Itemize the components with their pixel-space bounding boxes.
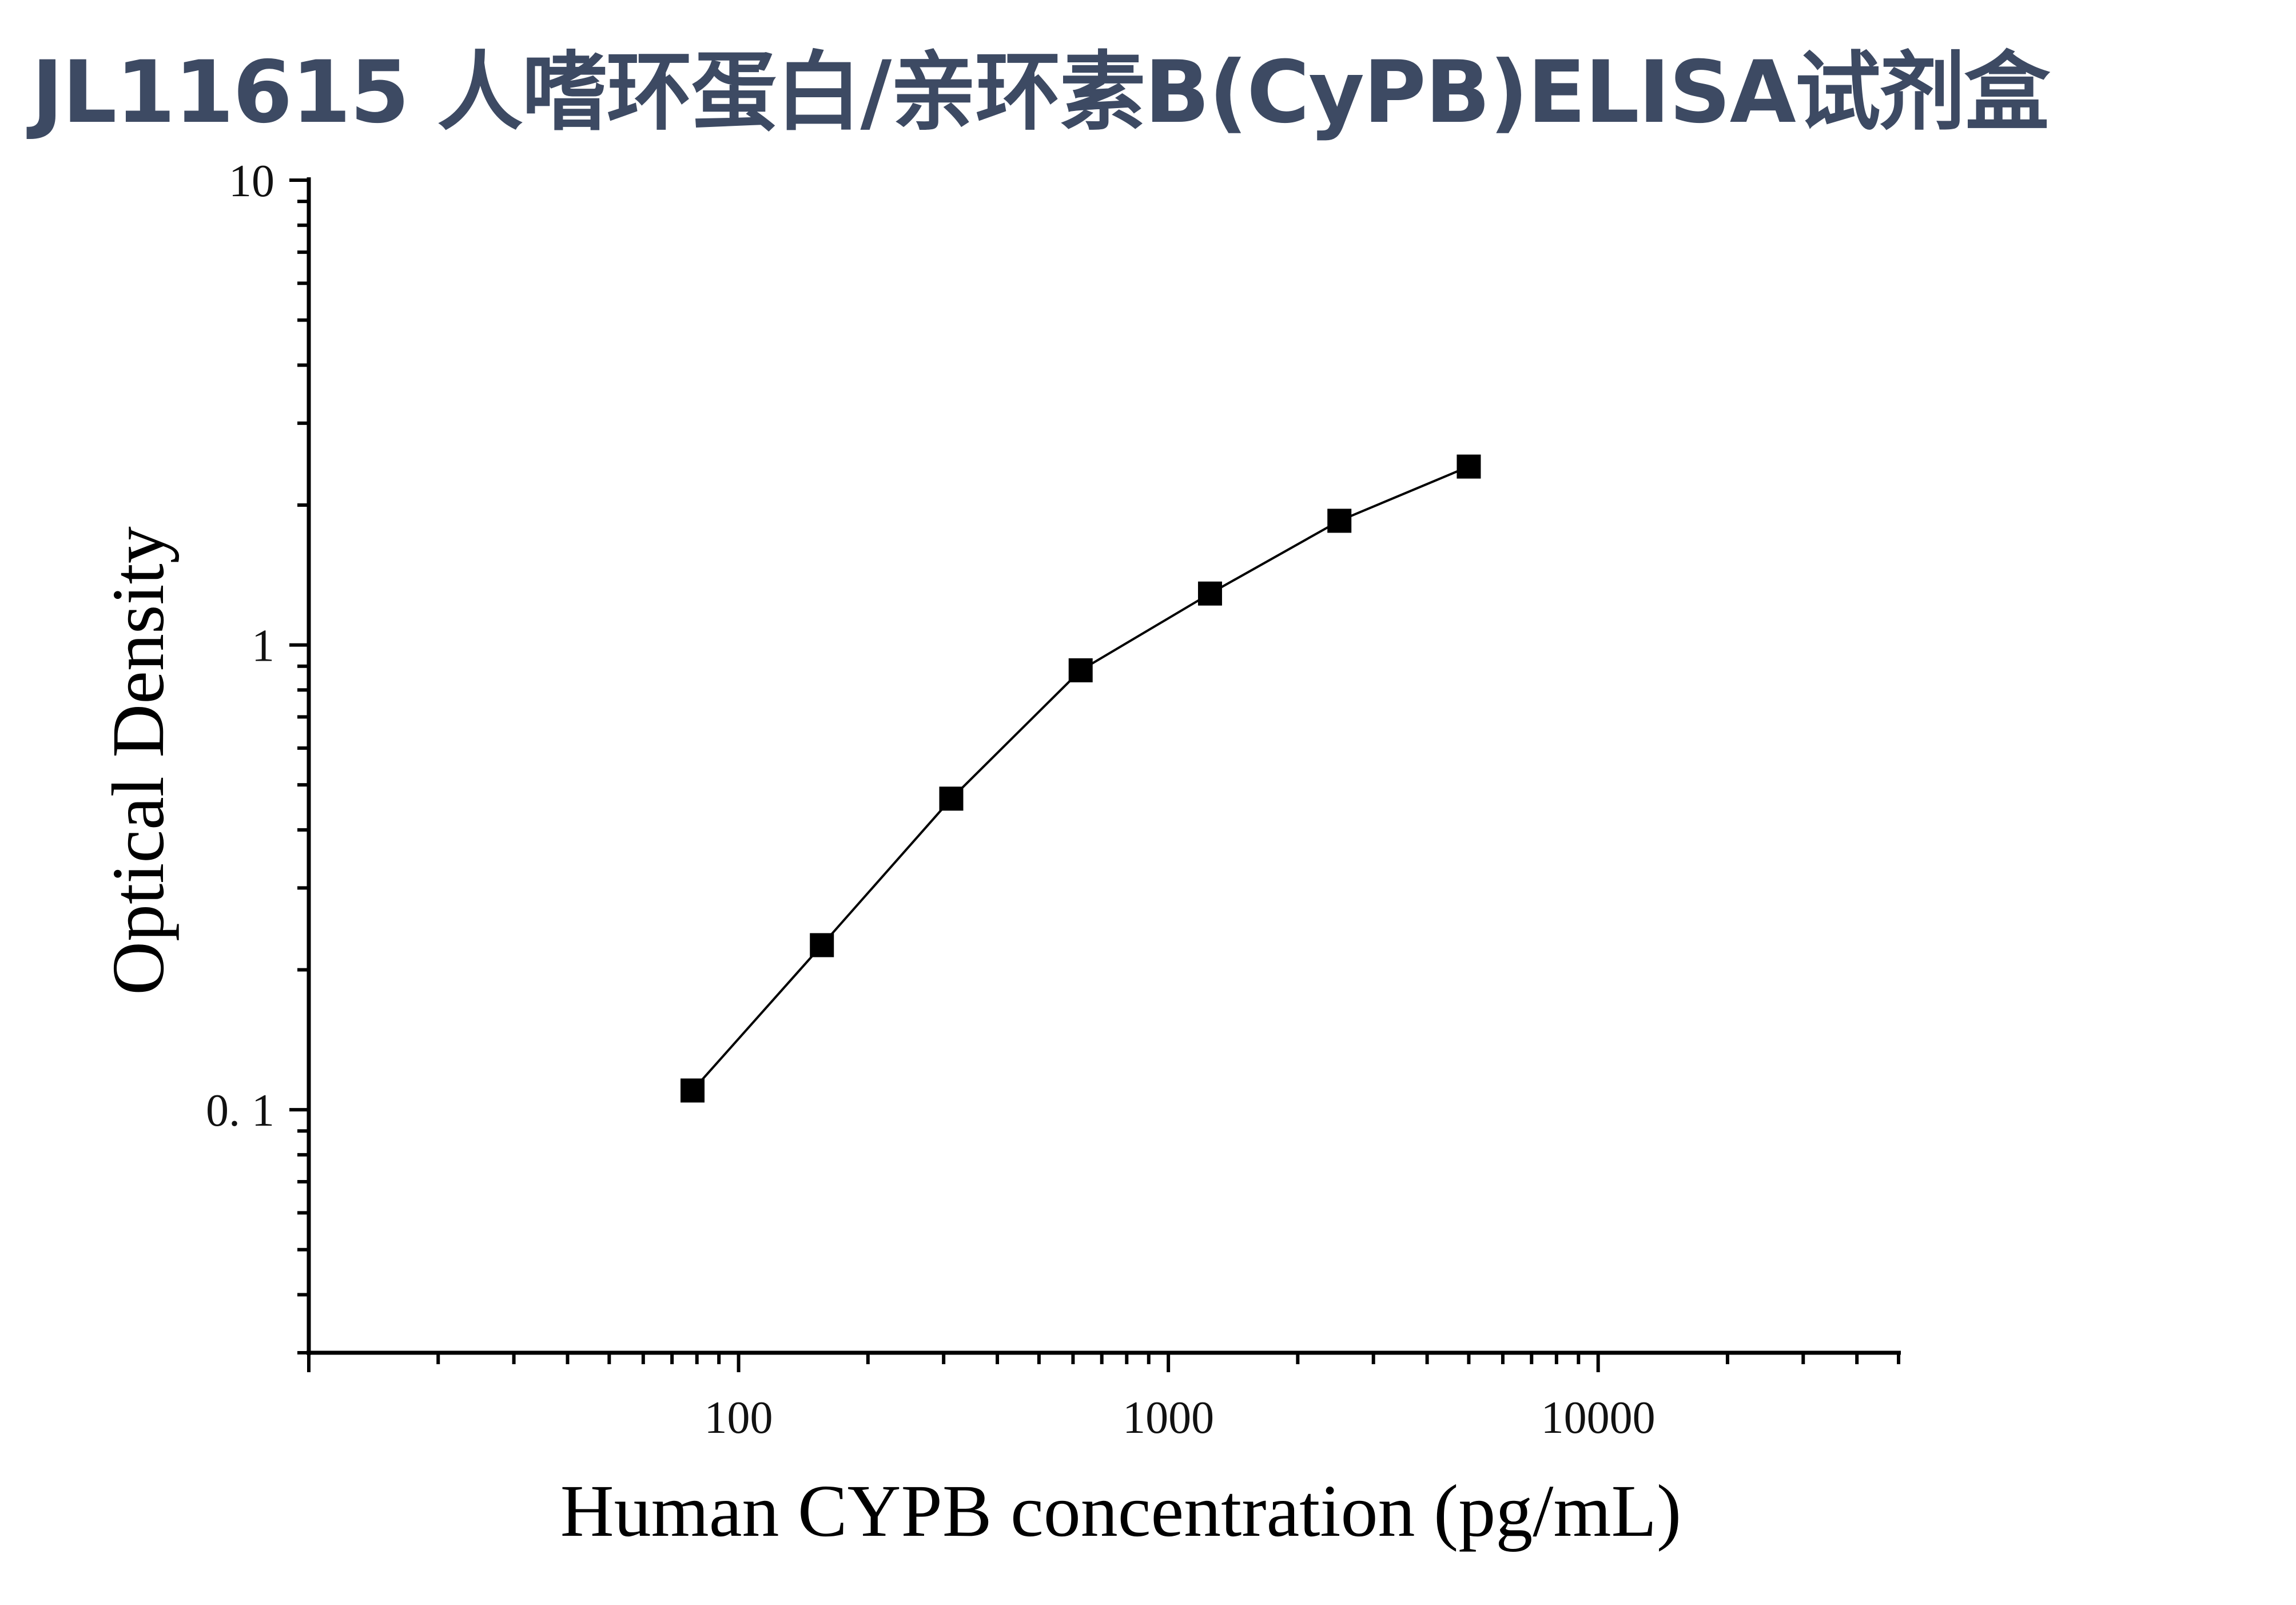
x-axis-label: Human CYPB concentration (pg/mL) <box>560 1470 1681 1552</box>
y-tick-label: 0. 1 <box>206 1086 274 1136</box>
x-tick-label: 100 <box>705 1393 773 1443</box>
data-point-marker <box>681 1078 705 1103</box>
chart-axes <box>307 177 1901 1355</box>
y-tick-label: 1 <box>252 621 274 672</box>
data-point-marker <box>1197 581 1222 606</box>
chart-title: JL11615 人嗜环蛋白/亲环素B(CyPB)ELISA试剂盒 <box>31 43 2050 142</box>
series-line <box>691 465 1470 1091</box>
data-point-marker <box>1457 454 1481 479</box>
y-axis-label: Optical Density <box>97 526 180 995</box>
y-axis-ticks: 0. 1 1 10 <box>206 156 309 1354</box>
data-point-marker <box>939 786 964 811</box>
data-point-marker <box>1327 508 1352 533</box>
x-tick-label: 10000 <box>1541 1393 1656 1443</box>
data-series <box>681 454 1481 1103</box>
x-axis-ticks: 100 1000 10000 <box>307 1353 1900 1443</box>
x-tick-label: 1000 <box>1123 1393 1214 1443</box>
y-tick-label: 10 <box>229 156 274 206</box>
data-point-marker <box>1068 658 1093 682</box>
data-point-marker <box>810 933 834 958</box>
